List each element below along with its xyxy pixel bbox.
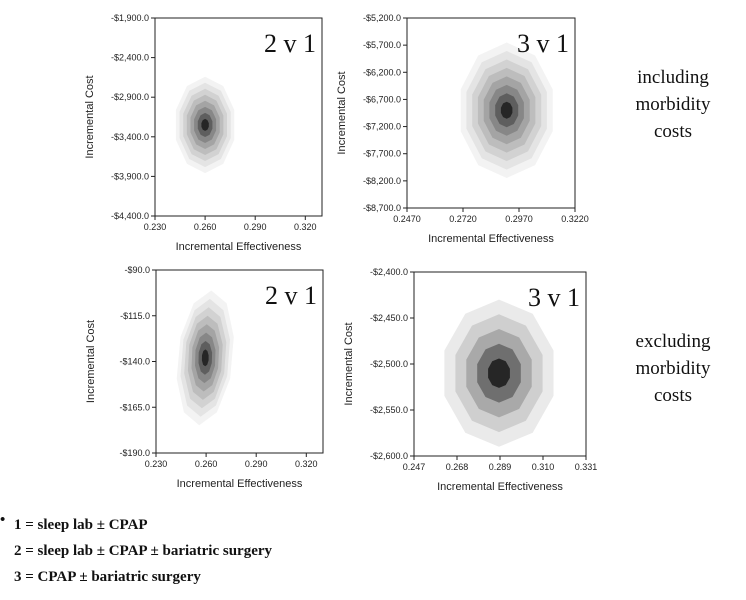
contour-panel-4: -$2,400.0 -$2,450.0 -$2,500.0 -$2,550.0 -$2,…	[343, 267, 597, 493]
x-axis-title: Incremental Effectiveness	[177, 478, 303, 490]
y-tick-label: -$4,400.0	[111, 211, 149, 221]
legend: • 1 = sleep lab ± CPAP 2 = sleep lab ± C…	[0, 512, 420, 590]
y-tick-label: -$2,400.0	[111, 53, 149, 63]
contour-panel-1: -$1,900.0 -$2,400.0 -$2,900.0 -$3,400.0 -$3,…	[84, 13, 323, 253]
x-tick-label: 0.260	[195, 459, 218, 469]
y-tick-label: -$140.0	[119, 357, 150, 367]
side-label-excluding: excluding morbidity costs	[635, 331, 711, 406]
y-tick-label: -$8,200.0	[363, 176, 401, 186]
legend-item-3: 3 = CPAP ± bariatric surgery	[14, 569, 201, 585]
y-tick-label: -$7,200.0	[363, 122, 401, 132]
legend-item: 3 = CPAP ± bariatric surgery	[0, 564, 420, 590]
x-tick-label: 0.290	[244, 222, 267, 232]
y-tick-label: -$5,200.0	[363, 13, 401, 23]
legend-item-2: 2 = sleep lab ± CPAP ± bariatric surgery	[14, 543, 273, 559]
x-tick-label: 0.2970	[505, 214, 533, 224]
contour-panel-2: -$5,200.0 -$5,700.0 -$6,200.0 -$6,700.0 -$7,…	[336, 13, 589, 245]
side-label-including: including morbidity costs	[635, 67, 711, 142]
x-tick-label: 0.331	[575, 462, 598, 472]
x-tick-label: 0.2470	[393, 214, 421, 224]
y-axis-title: Incremental Cost	[336, 71, 348, 154]
y-tick-label: -$115.0	[120, 311, 150, 321]
x-tick-label: 0.290	[245, 459, 268, 469]
panel-label: 2 v 1	[265, 281, 317, 310]
y-axis-title: Incremental Cost	[343, 322, 355, 405]
legend-item-1: 1 = sleep lab ± CPAP	[14, 517, 148, 533]
x-axis-title: Incremental Effectiveness	[428, 233, 554, 245]
y-tick-label: -$2,900.0	[111, 92, 149, 102]
x-axis-title: Incremental Effectiveness	[176, 241, 302, 253]
panel-label: 3 v 1	[528, 283, 580, 312]
y-tick-label: -$5,700.0	[363, 40, 401, 50]
y-tick-label: -$190.0	[119, 448, 150, 458]
x-tick-label: 0.3220	[561, 214, 589, 224]
x-axis-title: Incremental Effectiveness	[437, 481, 563, 493]
legend-marker: •	[0, 512, 6, 528]
x-tick-label: 0.230	[145, 459, 168, 469]
contour-band	[500, 101, 513, 119]
contour-band	[201, 349, 209, 367]
y-tick-label: -$2,500.0	[370, 359, 408, 369]
x-tick-label: 0.2720	[449, 214, 477, 224]
y-axis-title: Incremental Cost	[85, 320, 97, 403]
y-tick-label: -$2,600.0	[370, 451, 408, 461]
plot-frame	[154, 17, 323, 217]
contour-band	[488, 358, 510, 388]
y-tick-label: -$90.0	[124, 265, 150, 275]
x-tick-label: 0.310	[532, 462, 555, 472]
x-tick-label: 0.268	[446, 462, 469, 472]
y-tick-label: -$6,700.0	[363, 94, 401, 104]
panel-label: 2 v 1	[264, 29, 316, 58]
x-tick-label: 0.320	[295, 459, 318, 469]
contour-panel-3: -$90.0 -$115.0 -$140.0 -$165.0 -$190.00.230 0…	[85, 265, 324, 490]
y-tick-label: -$2,550.0	[370, 405, 408, 415]
y-tick-label: -$2,400.0	[370, 267, 408, 277]
y-tick-label: -$3,400.0	[111, 132, 149, 142]
y-axis-title: Incremental Cost	[84, 75, 96, 158]
y-tick-label: -$8,700.0	[363, 203, 401, 213]
y-tick-label: -$2,450.0	[370, 313, 408, 323]
y-tick-label: -$6,200.0	[363, 67, 401, 77]
y-tick-label: -$165.0	[119, 402, 150, 412]
x-tick-label: 0.320	[294, 222, 317, 232]
y-tick-label: -$7,700.0	[363, 149, 401, 159]
legend-item: 2 = sleep lab ± CPAP ± bariatric surgery	[0, 538, 420, 564]
y-tick-label: -$1,900.0	[111, 13, 149, 23]
plot-frame	[406, 17, 576, 209]
x-tick-label: 0.247	[403, 462, 426, 472]
x-tick-label: 0.230	[144, 222, 167, 232]
x-tick-label: 0.260	[194, 222, 217, 232]
y-tick-label: -$3,900.0	[111, 171, 149, 181]
contour-band	[201, 118, 209, 131]
x-tick-label: 0.289	[489, 462, 512, 472]
legend-item: 1 = sleep lab ± CPAP	[0, 512, 420, 538]
panel-label: 3 v 1	[517, 29, 569, 58]
